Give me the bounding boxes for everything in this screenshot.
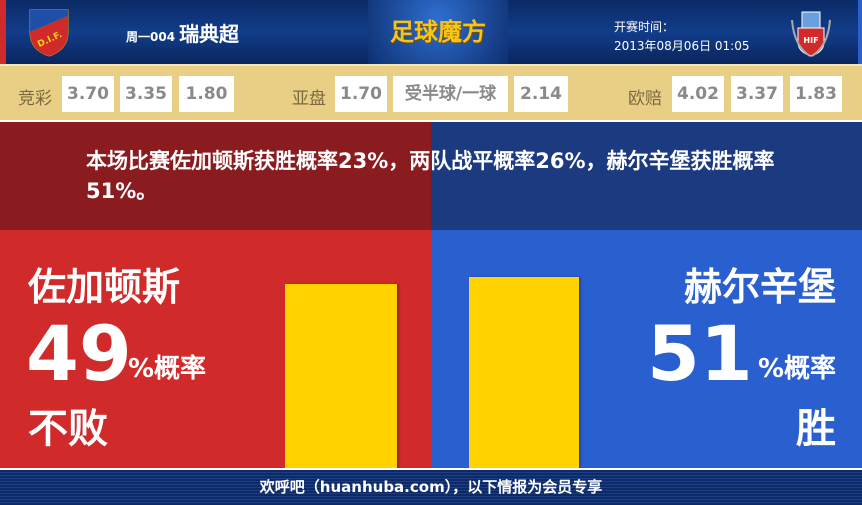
oupei-home-odd: 4.02	[672, 76, 724, 112]
away-panel: 赫尔辛堡 51 %概率 胜	[431, 230, 862, 468]
away-team-name: 赫尔辛堡	[683, 265, 836, 309]
oupei-draw-odd: 3.37	[731, 76, 783, 112]
away-result: 胜	[796, 406, 836, 452]
home-percent: 49	[26, 309, 132, 398]
odds-bar: 竞彩 3.70 3.35 1.80 亚盘 1.70 受半球/一球 2.14 欧赔…	[0, 64, 862, 120]
jingcai-away-odd: 1.80	[179, 76, 234, 112]
away-probability-bar	[469, 276, 579, 468]
away-team-logo: HIF	[791, 11, 831, 57]
prediction-summary: 本场比赛佐加顿斯获胜概率23%，两队战平概率26%，赫尔辛堡获胜概率51%。	[0, 122, 862, 230]
summary-text: 本场比赛佐加顿斯获胜概率23%，两队战平概率26%，赫尔辛堡获胜概率51%。	[86, 149, 775, 203]
match-code: 周一004	[126, 30, 176, 44]
kickoff-time: 开赛时间： 2013年08月06日 01:05	[614, 18, 749, 56]
yapan-label: 亚盘	[292, 89, 326, 109]
yapan-handicap: 受半球/一球	[393, 76, 508, 112]
home-team-name: 佐加顿斯	[28, 265, 181, 309]
away-logo-text: HIF	[803, 36, 818, 45]
footer-banner[interactable]: 欢呼吧（huanhuba.com），以下情报为会员专享	[0, 468, 862, 505]
home-result: 不败	[28, 406, 108, 452]
jingcai-draw-odd: 3.35	[120, 76, 172, 112]
league-name: 瑞典超	[179, 22, 240, 46]
home-probability-bar	[285, 284, 397, 468]
home-panel: 佐加顿斯 49 %概率 不败	[0, 230, 431, 468]
jingcai-label: 竞彩	[18, 89, 52, 109]
home-percent-label: %概率	[128, 354, 207, 384]
away-percent: 51	[647, 309, 753, 398]
kickoff-value: 2013年08月06日 01:05	[614, 39, 750, 53]
header: D.I.F. 周一004 瑞典超 足球魔方 开赛时间： 2013年08月06日 01…	[0, 0, 862, 64]
home-team-logo: D.I.F.	[29, 9, 69, 57]
yapan-away-odd: 2.14	[514, 76, 568, 112]
league-info: 周一004 瑞典超	[126, 18, 239, 47]
oupei-label: 欧赔	[628, 89, 662, 109]
brand-logo: 足球魔方	[368, 0, 508, 64]
yapan-home-odd: 1.70	[335, 76, 387, 112]
away-percent-label: %概率	[757, 354, 836, 384]
oupei-away-odd: 1.83	[790, 76, 842, 112]
jingcai-home-odd: 3.70	[62, 76, 114, 112]
kickoff-label: 开赛时间：	[614, 20, 675, 34]
